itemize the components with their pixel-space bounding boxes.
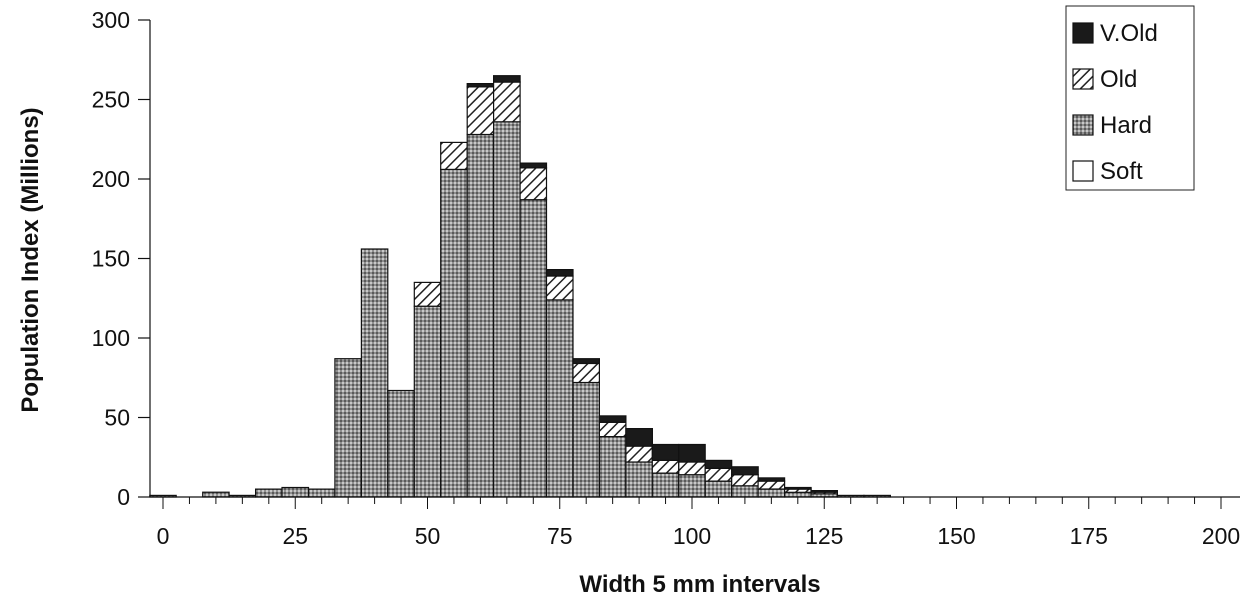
bar-old-65 [493,81,521,123]
bar-hard-110 [731,485,759,498]
bar-v-old-65 [493,75,521,83]
bar-hard-85 [598,436,627,498]
bar-hard-40 [360,248,389,498]
bar-old-55 [440,141,468,170]
x-tick-label: 175 [1070,523,1108,549]
bar-hard-65 [493,121,521,498]
x-axis-title: Width 5 mm intervals [579,571,820,598]
bar-hard-55 [440,168,468,498]
y-axis-title: Population Index (Millions) [17,107,44,412]
legend-swatch-v-old [1072,22,1094,44]
bar-hard-90 [625,461,654,498]
bar-v-old-120 [783,486,812,490]
bar-hard-35 [334,358,362,498]
bar-hard-30 [307,488,336,498]
bar-old-85 [598,421,627,438]
bar-v-old-80 [572,358,600,365]
y-tick-label: 300 [92,7,130,33]
axes-layer [138,19,1240,509]
bar-v-old-75 [545,269,574,277]
legend-label-old: Old [1100,66,1137,93]
bar-v-old-90 [625,428,654,447]
bar-v-old-125 [810,490,838,493]
bar-hard-80 [572,381,600,498]
bar-v-old-70 [519,162,548,169]
bar-hard-50 [413,305,442,498]
bar-hard-60 [466,133,495,498]
y-tick-label: 50 [104,405,130,431]
legend: V.Old Old Hard Soft [1065,5,1195,191]
y-tick-label: 150 [92,246,130,272]
x-tick-label: 0 [157,523,170,549]
bar-v-old-115 [757,477,786,482]
bar-hard-75 [545,299,574,498]
y-tick-label: 100 [92,325,130,351]
legend-label-soft: Soft [1100,158,1143,185]
bar-hard-10 [202,491,230,498]
bar-old-100 [678,461,706,476]
x-tick-label: 75 [547,523,573,549]
bar-old-105 [704,467,733,482]
x-tick-label: 100 [673,523,711,549]
legend-swatch-hard [1072,114,1094,136]
bar-old-70 [519,167,548,201]
bar-old-95 [651,459,680,474]
x-tick-label: 125 [805,523,843,549]
bar-hard-105 [704,480,733,498]
bar-hard-115 [757,488,786,498]
bar-old-90 [625,445,654,463]
legend-swatch-soft [1072,160,1094,182]
bar-v-old-100 [678,443,706,463]
bar-v-old-105 [704,459,733,469]
legend-label-hard: Hard [1100,112,1152,139]
bar-hard-100 [678,474,706,498]
bar-hard-45 [387,389,415,498]
x-tick-label: 150 [937,523,975,549]
y-tick-label: 250 [92,87,130,113]
bar-old-115 [757,480,786,490]
bar-hard-120 [783,491,812,498]
bar-old-75 [545,275,574,301]
bar-hard-25 [281,486,310,498]
x-tick-label: 200 [1202,523,1240,549]
x-tick-label: 50 [415,523,441,549]
bar-old-80 [572,362,600,384]
y-tick-label: 0 [117,484,130,510]
bar-old-60 [466,86,495,136]
bar-hard-20 [255,488,283,498]
legend-swatch-old [1072,68,1094,90]
legend-label-v-old: V.Old [1100,20,1158,47]
bar-old-50 [413,281,442,307]
x-tick-label: 25 [282,523,308,549]
bar-hard-70 [519,199,548,498]
bars-layer [149,75,892,498]
bar-hard-95 [651,472,680,498]
bar-v-old-60 [466,82,495,88]
bar-v-old-85 [598,415,627,423]
tick-labels: 0 50 100 150 200 250 300 0 25 50 75 100 125 150 175 200 [92,7,1241,549]
bar-v-old-110 [731,466,759,476]
y-tick-label: 200 [92,166,130,192]
bar-old-110 [731,474,759,487]
bar-v-old-95 [651,443,680,461]
